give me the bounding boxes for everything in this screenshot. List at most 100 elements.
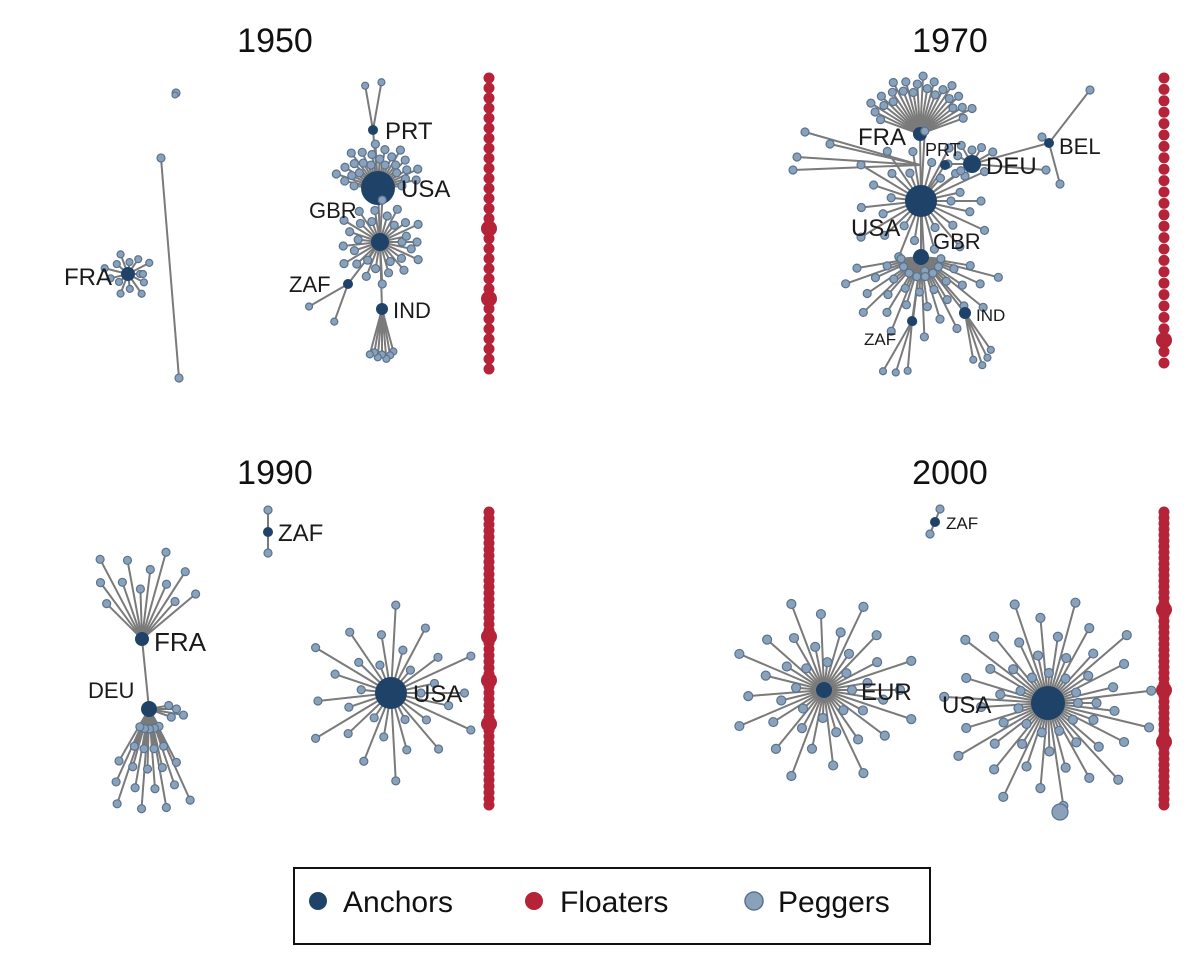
pegger-node — [956, 166, 966, 176]
anchor-node-fra — [135, 632, 149, 646]
floater-node — [483, 253, 495, 265]
pegger-node — [979, 225, 990, 235]
edge-line — [892, 82, 921, 135]
pegger-node — [961, 722, 972, 734]
legend-item-anchors: Anchors — [309, 886, 453, 919]
pegger-node — [1071, 737, 1082, 748]
pegger-node — [353, 235, 363, 245]
pegger-node — [178, 710, 189, 720]
pegger-node — [380, 145, 390, 155]
edge-line — [862, 256, 922, 314]
edge-line — [141, 593, 197, 640]
pegger-node — [180, 567, 190, 577]
pegger-node — [899, 221, 909, 231]
pegger-node — [800, 127, 810, 137]
pegger-node — [858, 768, 869, 779]
edge-line — [1047, 689, 1152, 704]
floater-node — [483, 142, 495, 154]
pegger-node — [878, 367, 888, 376]
pegger-node — [1052, 631, 1063, 642]
pegger-node — [953, 750, 964, 761]
pegger-node — [801, 663, 812, 674]
edge-line — [823, 689, 886, 737]
pegger-node — [882, 261, 892, 271]
pegger-node — [354, 206, 364, 216]
pegger-node — [402, 745, 412, 755]
edge-line — [964, 312, 989, 359]
pegger-node — [776, 695, 787, 706]
pegger-node — [948, 220, 958, 230]
panel-title-1950: 1950 — [237, 22, 313, 60]
edge-line — [141, 569, 152, 640]
pegger-node — [901, 300, 911, 310]
floater-node — [1158, 311, 1170, 323]
pegger-node — [831, 727, 842, 738]
edge-line — [1048, 89, 1091, 144]
pegger-node — [989, 764, 1000, 775]
pegger-node — [130, 783, 140, 793]
pegger-node — [960, 634, 971, 645]
edge-line — [845, 256, 922, 285]
pegger-node — [908, 147, 918, 157]
pegger-node — [166, 712, 176, 722]
pegger-node — [810, 641, 821, 652]
pegger-node — [983, 353, 992, 362]
pegger-node — [870, 107, 880, 117]
anchor-label-fra: FRA — [154, 627, 207, 657]
pegger-node — [359, 756, 369, 766]
floater-node — [483, 152, 495, 164]
anchor-label-usa: USA — [401, 176, 450, 203]
pegger-node — [365, 350, 374, 359]
pegger-node — [413, 219, 423, 229]
floater-node — [483, 192, 495, 204]
floater-node — [1158, 346, 1170, 358]
pegger-node — [947, 81, 957, 91]
anchor-label-usa: USA — [851, 215, 900, 242]
pegger-node — [1035, 783, 1046, 794]
floater-node — [483, 243, 495, 255]
pegger-node — [391, 600, 401, 610]
edge-line — [823, 659, 912, 691]
pegger-node — [901, 77, 911, 87]
pegger-node — [935, 504, 945, 514]
floater-node — [1156, 332, 1172, 349]
pegger-node — [856, 232, 866, 242]
pegger-node — [370, 205, 380, 216]
pegger-node — [156, 153, 166, 163]
pegger-node — [734, 720, 745, 732]
pegger-node — [1091, 697, 1102, 709]
legend-floater-label: Floaters — [560, 886, 668, 919]
pegger-node — [786, 598, 797, 610]
pegger-node — [136, 804, 147, 814]
pegger-node — [375, 154, 385, 164]
pegger-node — [137, 289, 146, 298]
pegger-node — [354, 657, 364, 667]
pegger-node — [191, 589, 201, 599]
edge-line — [796, 156, 921, 166]
pegger-node — [95, 554, 105, 564]
pegger-node — [858, 601, 869, 612]
pegger-node — [1035, 612, 1046, 623]
pegger-node — [1084, 772, 1095, 783]
floater-node — [483, 92, 495, 104]
pegger-node — [887, 168, 897, 179]
edge-line — [308, 283, 349, 308]
edge-line — [919, 85, 953, 135]
pegger-node — [370, 139, 380, 149]
pegger-node — [114, 277, 124, 287]
pegger-node — [466, 651, 476, 661]
pegger-node — [116, 289, 125, 298]
pegger-node — [375, 660, 385, 670]
floater-node — [1158, 152, 1170, 164]
pegger-node — [936, 254, 946, 264]
pegger-node — [762, 634, 773, 645]
pegger-node — [100, 264, 109, 273]
floater-node — [483, 263, 495, 275]
pegger-node — [369, 713, 379, 723]
legend-floater-marker — [525, 892, 543, 910]
pegger-node — [157, 762, 167, 773]
pegger-node — [898, 86, 908, 96]
edge-line — [920, 256, 999, 279]
pegger-node — [385, 256, 395, 267]
anchor-node-usa — [905, 185, 937, 217]
